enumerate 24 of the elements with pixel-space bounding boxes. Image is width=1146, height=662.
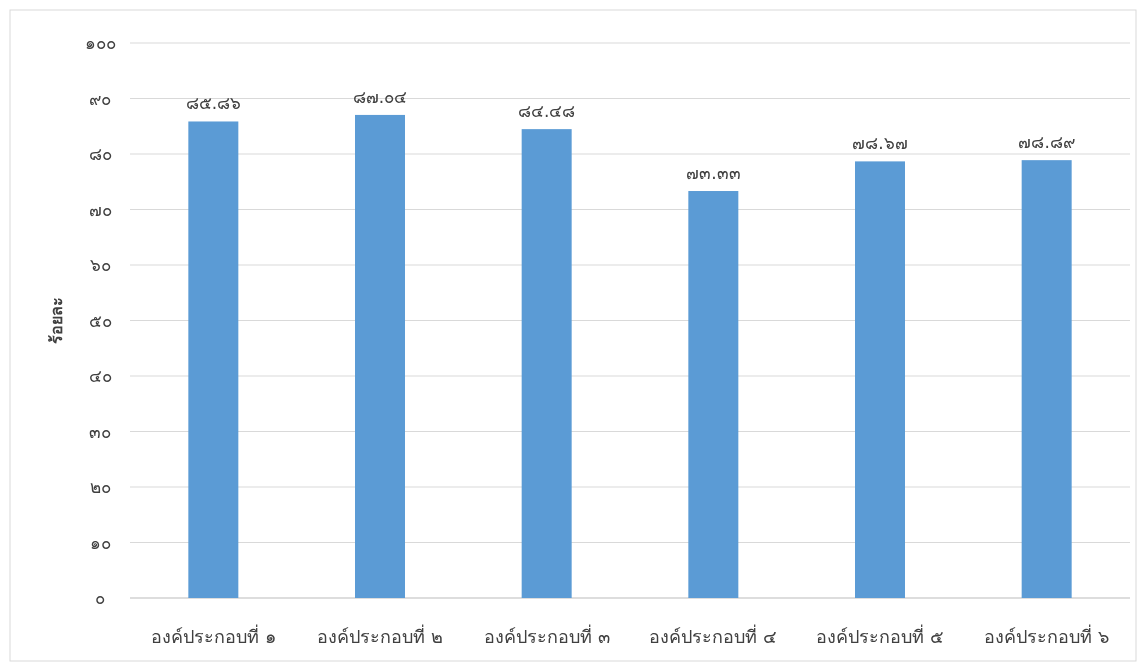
x-tick-label: องค์ประกอบที่ ๕	[816, 624, 944, 647]
y-axis-title: ร้อยละ	[47, 297, 66, 344]
y-tick-label: ๘๐	[88, 144, 112, 164]
data-label: ๘๕.๘๖	[185, 93, 242, 114]
y-tick-label: ๒๐	[89, 477, 111, 497]
data-label: ๗๓.๓๓	[686, 163, 741, 184]
y-tick-label: ๑๐	[89, 532, 111, 553]
y-tick-label: ๗๐	[88, 199, 112, 220]
y-tick-label: ๑๐๐	[84, 33, 116, 53]
data-label: ๘๗.๐๔	[352, 86, 408, 107]
x-tick-label: องค์ประกอบที่ ๖	[984, 624, 1110, 647]
y-tick-label: ๖๐	[89, 255, 111, 275]
data-label: ๗๘.๖๗	[852, 133, 908, 154]
data-label: ๘๔.๔๘	[517, 101, 576, 122]
x-tick-label: องค์ประกอบที่ ๑	[150, 624, 276, 647]
y-tick-label: ๕๐	[88, 310, 112, 331]
data-label: ๗๘.๘๙	[1018, 132, 1075, 153]
y-tick-label: ๙๐	[89, 88, 111, 109]
y-tick-label: ๐	[95, 588, 105, 608]
x-tick-label: องค์ประกอบที่ ๒	[317, 624, 443, 647]
x-tick-label: องค์ประกอบที่ ๔	[649, 624, 778, 647]
x-tick-label: องค์ประกอบที่ ๓	[483, 624, 610, 647]
y-tick-label: ๓๐	[89, 421, 111, 442]
y-tick-label: ๔๐	[88, 366, 112, 386]
